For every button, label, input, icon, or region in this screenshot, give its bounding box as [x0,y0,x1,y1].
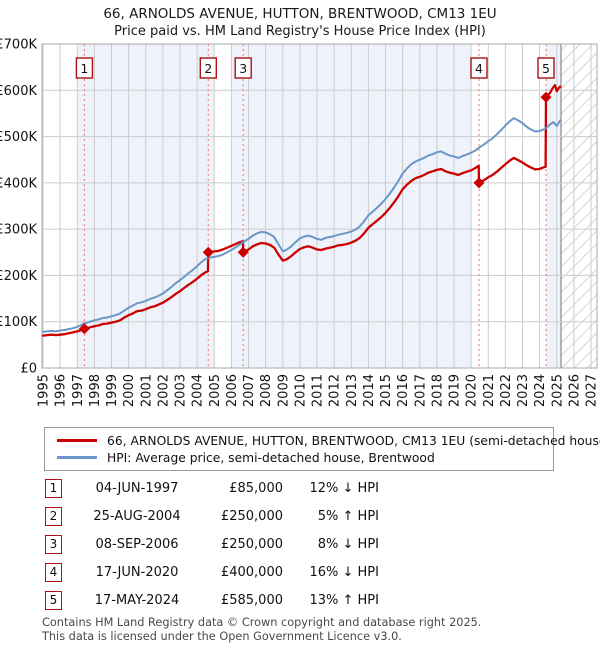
chart-gridlines [42,43,597,369]
sale-price: £250,000 [220,508,283,524]
price-line-swatch [57,439,97,442]
svg-text:2021: 2021 [482,374,497,407]
sale-markers [78,91,552,335]
svg-text:1: 1 [80,61,88,76]
svg-text:2006: 2006 [225,374,240,407]
svg-text:2018: 2018 [430,374,445,407]
svg-text:2010: 2010 [293,374,308,407]
svg-text:5: 5 [542,61,550,76]
sale-number-badge: 4 [45,562,62,582]
sale-number-badge: 1 [45,478,62,498]
sale-price: £400,000 [220,564,283,580]
legend-entry-price-paid: 66, ARNOLDS AVENUE, HUTTON, BRENTWOOD, C… [57,432,600,449]
svg-text:2016: 2016 [396,374,411,407]
sale-hpi-comparison: 12% ↓ HPI [309,480,379,496]
svg-text:1995: 1995 [37,374,52,407]
sale-number-badge: 5 [45,590,62,610]
svg-text:£700K: £700K [0,38,37,53]
footer-line: This data is licensed under the Open Gov… [42,629,402,643]
sale-date: 25-AUG-2004 [93,508,181,524]
svg-text:2026: 2026 [567,374,582,407]
sale-hpi-comparison: 13% ↑ HPI [309,592,379,608]
hpi-line [42,117,562,333]
price-paid-line [41,84,562,337]
svg-text:2013: 2013 [345,374,360,407]
svg-text:4: 4 [475,61,483,76]
svg-text:1996: 1996 [54,374,69,407]
chart-legend: 66, ARNOLDS AVENUE, HUTTON, BRENTWOOD, C… [44,427,600,471]
table-row: 1 04-JUN-1997 £85,000 12% ↓ HPI [45,474,379,502]
legend-entry-hpi: HPI: Average price, semi-detached house,… [57,449,553,466]
svg-text:2023: 2023 [516,374,531,407]
sale-hpi-comparison: 16% ↓ HPI [309,564,379,580]
svg-text:£0: £0 [20,362,37,377]
svg-text:2011: 2011 [311,374,326,407]
svg-text:£200K: £200K [0,269,37,284]
svg-text:2020: 2020 [465,374,480,407]
table-row: 5 17-MAY-2024 £585,000 13% ↑ HPI [45,586,379,614]
svg-text:3: 3 [239,61,247,76]
svg-text:£500K: £500K [0,130,37,145]
legend-label: 66, ARNOLDS AVENUE, HUTTON, BRENTWOOD, C… [107,433,600,448]
sale-date: 17-JUN-2020 [95,564,179,580]
sales-table: 1 04-JUN-1997 £85,000 12% ↓ HPI 2 25-AUG… [45,474,379,614]
svg-text:2012: 2012 [328,374,343,407]
svg-text:2019: 2019 [448,374,463,407]
svg-text:2007: 2007 [242,374,257,407]
sale-number-boxes: 1 2 3 4 5 [75,57,555,79]
sale-price: £250,000 [220,536,283,552]
price-chart: £0 £100K £200K £300K £400K £500K £600K £700K 199… [0,38,600,408]
table-row: 4 17-JUN-2020 £400,000 16% ↓ HPI [45,558,379,586]
sale-date: 08-SEP-2006 [95,536,179,552]
sale-hpi-comparison: 8% ↓ HPI [317,536,379,552]
footer-line: Contains HM Land Registry data © Crown c… [42,616,482,629]
svg-text:1998: 1998 [88,374,103,407]
sale-date: 04-JUN-1997 [95,480,179,496]
svg-text:2005: 2005 [208,374,223,407]
svg-text:1997: 1997 [71,374,86,407]
svg-text:2024: 2024 [533,374,548,407]
sale-price: £585,000 [220,592,283,608]
plot-border [41,43,598,369]
license-footer: Contains HM Land Registry data © Crown c… [42,616,481,643]
x-axis-labels: 1995 1996 1997 1998 1999 2000 2001 2002 2003 2004… [37,374,600,407]
svg-text:2009: 2009 [276,374,291,407]
svg-text:2: 2 [204,61,212,76]
svg-text:2001: 2001 [139,374,154,407]
sale-hpi-comparison: 5% ↑ HPI [317,508,379,524]
svg-text:2002: 2002 [156,374,171,407]
y-axis-labels: £0 £100K £200K £300K £400K £500K £600K £700K [0,38,37,377]
svg-text:£400K: £400K [0,176,37,191]
table-row: 2 25-AUG-2004 £250,000 5% ↑ HPI [45,502,379,530]
future-hatch-region [561,44,597,368]
svg-text:2008: 2008 [259,374,274,407]
legend-label: HPI: Average price, semi-detached house,… [107,450,435,465]
svg-text:2027: 2027 [585,374,600,407]
svg-text:2025: 2025 [550,374,565,407]
sale-number-badge: 3 [45,534,62,554]
svg-text:1999: 1999 [105,374,120,407]
svg-text:2014: 2014 [362,374,377,407]
hpi-line-swatch [57,456,97,459]
svg-text:2022: 2022 [499,374,514,407]
svg-text:2004: 2004 [191,374,206,407]
svg-text:2017: 2017 [413,374,428,407]
sale-date: 17-MAY-2024 [94,592,180,608]
svg-text:2000: 2000 [122,374,137,407]
sale-price: £85,000 [229,480,283,496]
svg-text:£600K: £600K [0,84,37,99]
sale-number-badge: 2 [45,506,62,526]
svg-text:£300K: £300K [0,223,37,238]
svg-text:£100K: £100K [0,315,37,330]
svg-text:2003: 2003 [174,374,189,407]
table-row: 3 08-SEP-2006 £250,000 8% ↓ HPI [45,530,379,558]
page-subtitle: Price paid vs. HM Land Registry's House … [114,24,486,39]
svg-text:2015: 2015 [379,374,394,407]
page-title: 66, ARNOLDS AVENUE, HUTTON, BRENTWOOD, C… [103,6,497,22]
sale-dashed-lines [83,44,547,368]
